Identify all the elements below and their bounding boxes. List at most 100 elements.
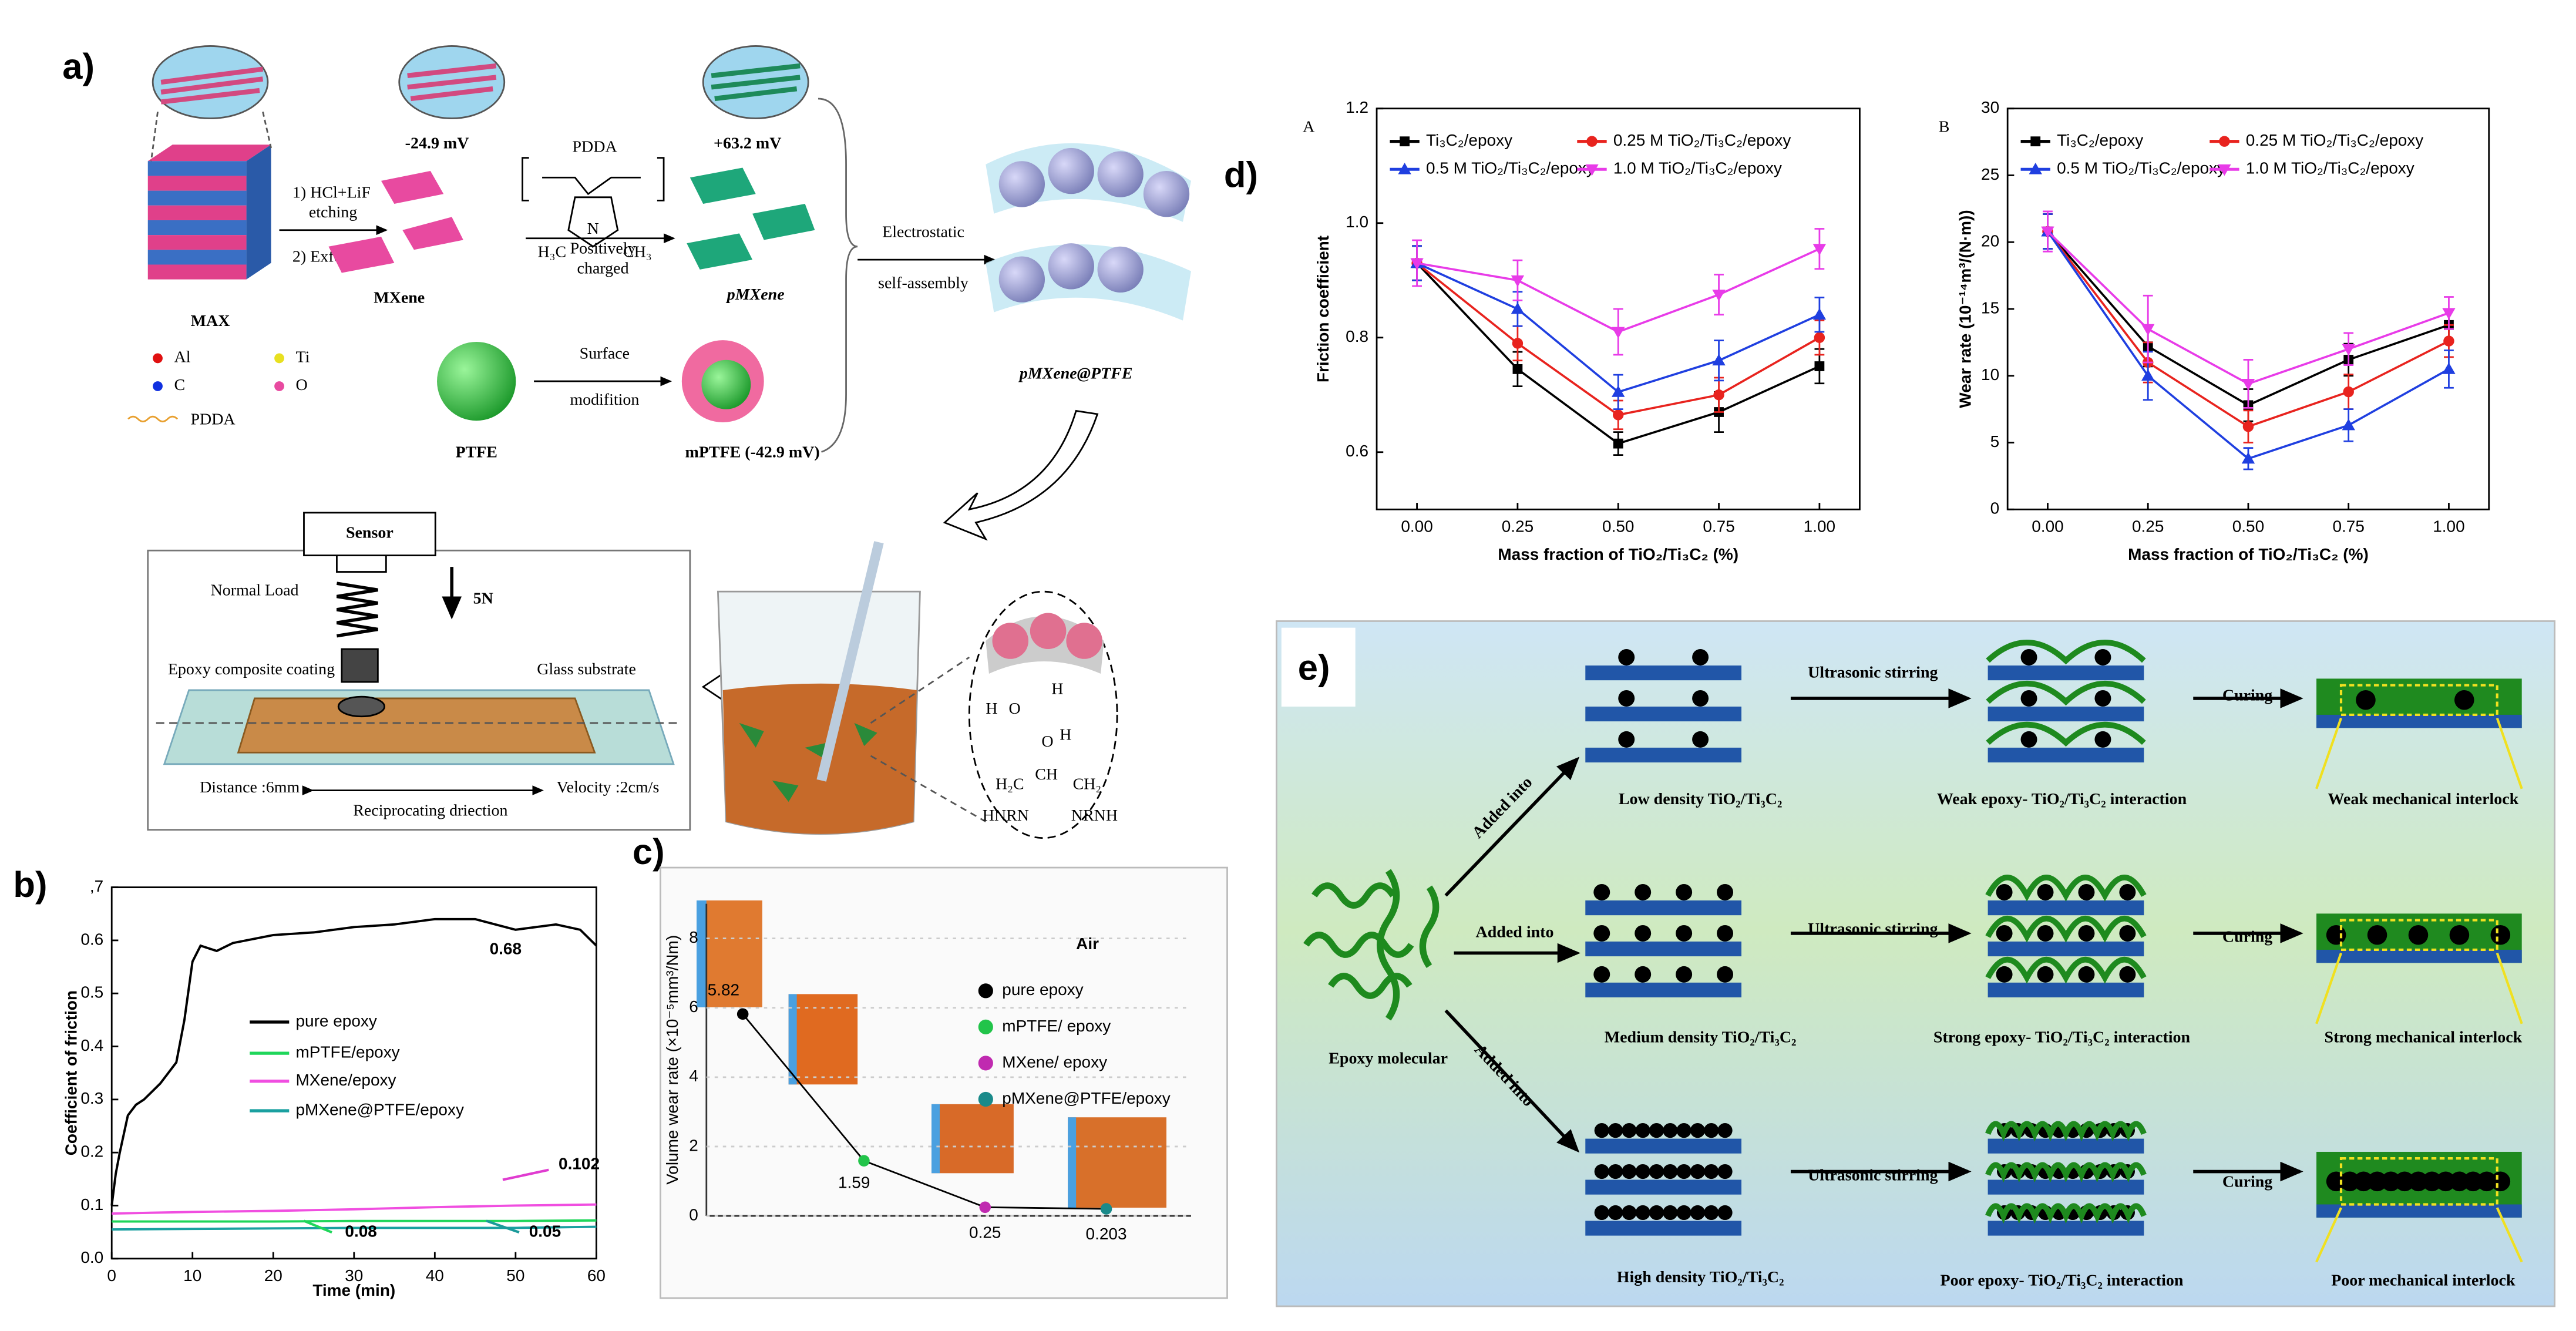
marker xyxy=(1812,308,1827,320)
x-axis-label: Mass fraction of TiO₂/Ti₃C₂ (%) xyxy=(1498,545,1738,563)
legend-label: Ti xyxy=(295,348,310,366)
x-axis-label: Mass fraction of TiO₂/Ti₃C₂ (%) xyxy=(2128,545,2369,563)
legend-label: Ti₃C₂/epoxy xyxy=(1426,131,1512,149)
particle xyxy=(1608,1205,1623,1221)
y-tick-label: 0.3 xyxy=(80,1089,103,1107)
label: pMXene xyxy=(726,285,785,304)
x-tick-label: 60 xyxy=(587,1266,606,1285)
epoxy-wave xyxy=(1985,1121,2147,1142)
particle xyxy=(2119,966,2136,983)
particle xyxy=(2463,1171,2483,1192)
epoxy-wave xyxy=(1986,640,2146,665)
layer xyxy=(1988,706,2144,722)
label: Epoxy molecular xyxy=(1329,1050,1448,1068)
label: -24.9 mV xyxy=(405,135,469,153)
particle xyxy=(1649,1205,1664,1221)
pointer xyxy=(2315,1207,2342,1263)
particle xyxy=(2381,1171,2401,1192)
particle xyxy=(1618,731,1635,748)
x-tick-label: 0.00 xyxy=(2032,517,2063,535)
cured-base xyxy=(2316,949,2522,963)
y-tick-label: 0.6 xyxy=(80,930,103,948)
chem-label: CH₂ xyxy=(1073,775,1102,794)
particle xyxy=(2449,1171,2470,1192)
label: N xyxy=(587,220,599,238)
layer xyxy=(1585,666,1742,681)
marker xyxy=(2242,421,2254,432)
particle xyxy=(1717,1123,1733,1138)
layer xyxy=(1988,982,2144,998)
label: CH₃ xyxy=(623,243,652,261)
marker xyxy=(1713,389,1724,401)
y-tick-label: 20 xyxy=(1981,232,1999,250)
mxene-sheets xyxy=(328,45,506,273)
x-tick-label: 0.25 xyxy=(2132,517,2164,535)
series-line xyxy=(742,1013,1107,1210)
x-tick-label: 0.75 xyxy=(2332,517,2364,535)
legend-label: pure epoxy xyxy=(1002,980,1083,999)
legend-label: mPTFE/ epoxy xyxy=(1002,1017,1111,1035)
chart-letter: B xyxy=(1939,118,1950,136)
series-line xyxy=(112,1225,597,1231)
particle xyxy=(2094,731,2111,748)
legend-label: 0.5 M TiO₂/Ti₃C₂/epoxy xyxy=(2057,159,2225,177)
particle xyxy=(1676,925,1693,942)
y-tick-label: 0.6 xyxy=(1346,442,1368,460)
particle xyxy=(2037,925,2054,942)
series-line xyxy=(110,917,597,1206)
layer xyxy=(1585,1179,1742,1195)
legend-label: O xyxy=(295,376,307,394)
epoxy-wave xyxy=(1985,957,2147,984)
marker xyxy=(2343,386,2354,398)
legend-dot xyxy=(274,381,284,391)
particle xyxy=(1690,1123,1706,1138)
curved-arrow xyxy=(943,409,1099,541)
legend-label: MXene/epoxy xyxy=(295,1071,396,1089)
data-label: 0.25 xyxy=(969,1223,1001,1241)
legend-label: Al xyxy=(174,348,191,366)
x-tick-label: 0.75 xyxy=(1703,517,1734,535)
layer xyxy=(1988,747,2144,763)
data-label: 5.82 xyxy=(708,981,739,999)
max-cube xyxy=(147,45,272,280)
legend-label: 0.5 M TiO₂/Ti₃C₂/epoxy xyxy=(1426,159,1595,177)
particle xyxy=(1618,690,1635,707)
label: +63.2 mV xyxy=(714,135,781,153)
pointer xyxy=(2496,717,2523,789)
particle xyxy=(2367,1171,2387,1192)
layer xyxy=(1585,1221,1742,1236)
y-tick-label: 0.5 xyxy=(80,983,103,1001)
annotation-arrow xyxy=(486,1219,520,1234)
panel-a: a) MAX 1) HCl+LiF etching 2) Exfoliated … xyxy=(62,45,1191,839)
marker xyxy=(2342,418,2355,431)
y-axis-label: Friction coefficient xyxy=(1314,236,1332,382)
annotation-arrow xyxy=(303,1219,332,1233)
epoxy-wave xyxy=(1985,1203,2147,1224)
label: MAX xyxy=(191,312,230,330)
marker xyxy=(1814,361,1825,371)
layer xyxy=(1988,900,2144,916)
legend-label: 0.25 M TiO₂/Ti₃C₂/epoxy xyxy=(2246,131,2424,149)
mptfe-core xyxy=(701,359,751,409)
particle xyxy=(1676,966,1693,983)
cured-base xyxy=(2316,714,2522,728)
legend-dot xyxy=(153,381,163,391)
interface-box xyxy=(2339,1157,2498,1206)
arrow xyxy=(1444,1009,1580,1153)
particle xyxy=(1635,1205,1650,1221)
interface-box xyxy=(2339,684,2498,717)
label: Weak epoxy- TiO₂/Ti₃C₂ interaction xyxy=(1937,790,2187,808)
label: pMXene@PTFE xyxy=(1018,364,1133,382)
label: Glass substrate xyxy=(537,660,636,678)
y-tick-label: 4 xyxy=(689,1067,698,1085)
particle xyxy=(1717,966,1734,983)
particle xyxy=(1704,1123,1719,1138)
marker xyxy=(2141,324,2155,336)
particle xyxy=(1593,884,1610,900)
legend-label: C xyxy=(174,376,186,394)
y-axis-label: Wear rate (10⁻¹⁴m³/(N·m)) xyxy=(1956,210,1975,408)
legend-label: pure epoxy xyxy=(295,1011,376,1030)
legend-dot xyxy=(978,1056,993,1071)
particle xyxy=(1635,884,1652,900)
particle xyxy=(1593,925,1610,942)
